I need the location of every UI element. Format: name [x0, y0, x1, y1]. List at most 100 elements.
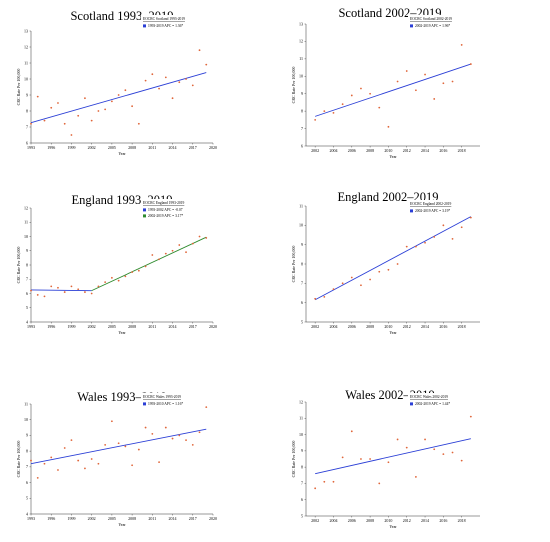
data-point	[332, 288, 335, 291]
x-tick-label: 2020	[209, 516, 217, 521]
data-point	[164, 252, 167, 255]
data-point	[414, 476, 417, 478]
data-point	[117, 94, 120, 96]
y-axis-label: CRC Rate Per 100,000	[16, 247, 22, 284]
data-point	[387, 268, 390, 271]
x-tick-label: 2014	[169, 324, 177, 329]
legend-title: EOCRC Scotland 2002-2019	[410, 17, 452, 21]
legend-entry: 2002-2019 APC = 1.44*	[415, 402, 450, 406]
y-tick-label: 6	[26, 140, 28, 145]
data-point	[469, 415, 472, 418]
data-point	[424, 73, 426, 76]
data-point	[433, 98, 436, 100]
y-axis-label: CRC Rate Per 100,000	[16, 69, 22, 106]
x-tick-label: 1996	[47, 516, 55, 521]
data-point	[396, 263, 399, 265]
data-point	[433, 448, 436, 451]
legend-swatch	[143, 214, 146, 218]
x-tick-label: 2018	[458, 324, 466, 329]
data-point	[50, 456, 53, 459]
y-tick-label: 7	[26, 277, 28, 282]
x-axis-label: Year	[389, 524, 397, 529]
data-point	[164, 76, 167, 79]
fit-line	[30, 289, 92, 292]
data-point	[63, 122, 66, 125]
data-point	[185, 78, 187, 80]
data-point	[43, 462, 46, 465]
data-point	[185, 439, 187, 442]
legend-title: EOCRC Wales 1993-2019	[143, 395, 181, 399]
x-tick-label: 2012	[403, 324, 411, 329]
data-point	[131, 271, 134, 274]
y-tick-label: 10	[24, 234, 28, 239]
y-tick-label: 9	[301, 448, 303, 453]
x-tick-label: 2010	[384, 324, 392, 329]
x-tick-label: 2018	[458, 518, 466, 523]
x-tick-label: 2016	[439, 518, 447, 523]
x-tick-label: 2014	[169, 516, 177, 521]
x-tick-label: 2017	[189, 145, 197, 150]
data-point	[424, 438, 426, 441]
data-point	[341, 103, 344, 106]
x-tick-label: 1999	[67, 516, 75, 521]
data-point	[158, 258, 160, 261]
y-tick-label: 13	[24, 28, 28, 33]
legend-swatch	[410, 402, 413, 406]
data-point	[442, 82, 445, 85]
y-tick-label: 7	[301, 281, 303, 286]
data-point	[117, 442, 120, 445]
y-tick-label: 9	[26, 92, 28, 97]
legend-entry: 2002-2019 APC = 3.17*	[148, 214, 183, 218]
y-tick-label: 8	[301, 464, 303, 469]
data-point	[433, 236, 436, 238]
data-point	[414, 89, 417, 92]
data-point	[57, 286, 59, 289]
data-point	[369, 458, 372, 460]
data-point	[469, 63, 472, 65]
x-tick-label: 2002	[88, 324, 96, 329]
data-point	[191, 443, 194, 446]
data-point	[63, 291, 66, 293]
data-point	[70, 439, 73, 442]
x-tick-label: 2014	[421, 148, 429, 153]
data-point	[110, 420, 113, 423]
data-point	[110, 100, 113, 103]
data-point	[378, 270, 381, 273]
y-tick-label: 10	[299, 74, 303, 79]
legend-box	[408, 200, 476, 213]
data-point	[451, 451, 454, 454]
y-axis-label: CRC Rate Per 100,000	[291, 441, 297, 478]
data-point	[460, 459, 463, 462]
legend-entry: 1993-2019 APC = 1.36*	[148, 24, 183, 28]
x-tick-label: 1993	[27, 516, 35, 521]
data-point	[198, 49, 201, 52]
data-point	[124, 275, 127, 278]
data-point	[30, 289, 32, 292]
y-tick-label: 12	[299, 399, 303, 404]
x-tick-label: 2002	[311, 324, 319, 329]
data-point	[151, 73, 154, 76]
data-point	[124, 89, 127, 92]
legend-box	[141, 199, 209, 218]
data-point	[84, 467, 86, 470]
x-tick-label: 2011	[148, 516, 156, 521]
data-point	[90, 119, 93, 122]
data-point	[460, 44, 463, 46]
data-point	[36, 294, 39, 296]
y-tick-label: 8	[26, 262, 28, 267]
y-tick-label: 7	[301, 481, 303, 486]
y-tick-label: 7	[26, 464, 28, 469]
data-point	[144, 265, 147, 268]
x-tick-label: 2008	[128, 145, 136, 150]
y-axis-label: CRC Rate Per 100,000	[291, 67, 297, 104]
data-point	[36, 476, 39, 479]
x-axis-label: Year	[118, 151, 126, 156]
data-point	[84, 97, 86, 100]
data-point	[117, 279, 120, 282]
legend-entry: 2002-2019 APC = 1.96*	[415, 24, 450, 28]
data-point	[171, 249, 174, 252]
x-tick-label: 2002	[88, 516, 96, 521]
y-axis-label: CRC Rate Per 100,000	[16, 441, 22, 478]
